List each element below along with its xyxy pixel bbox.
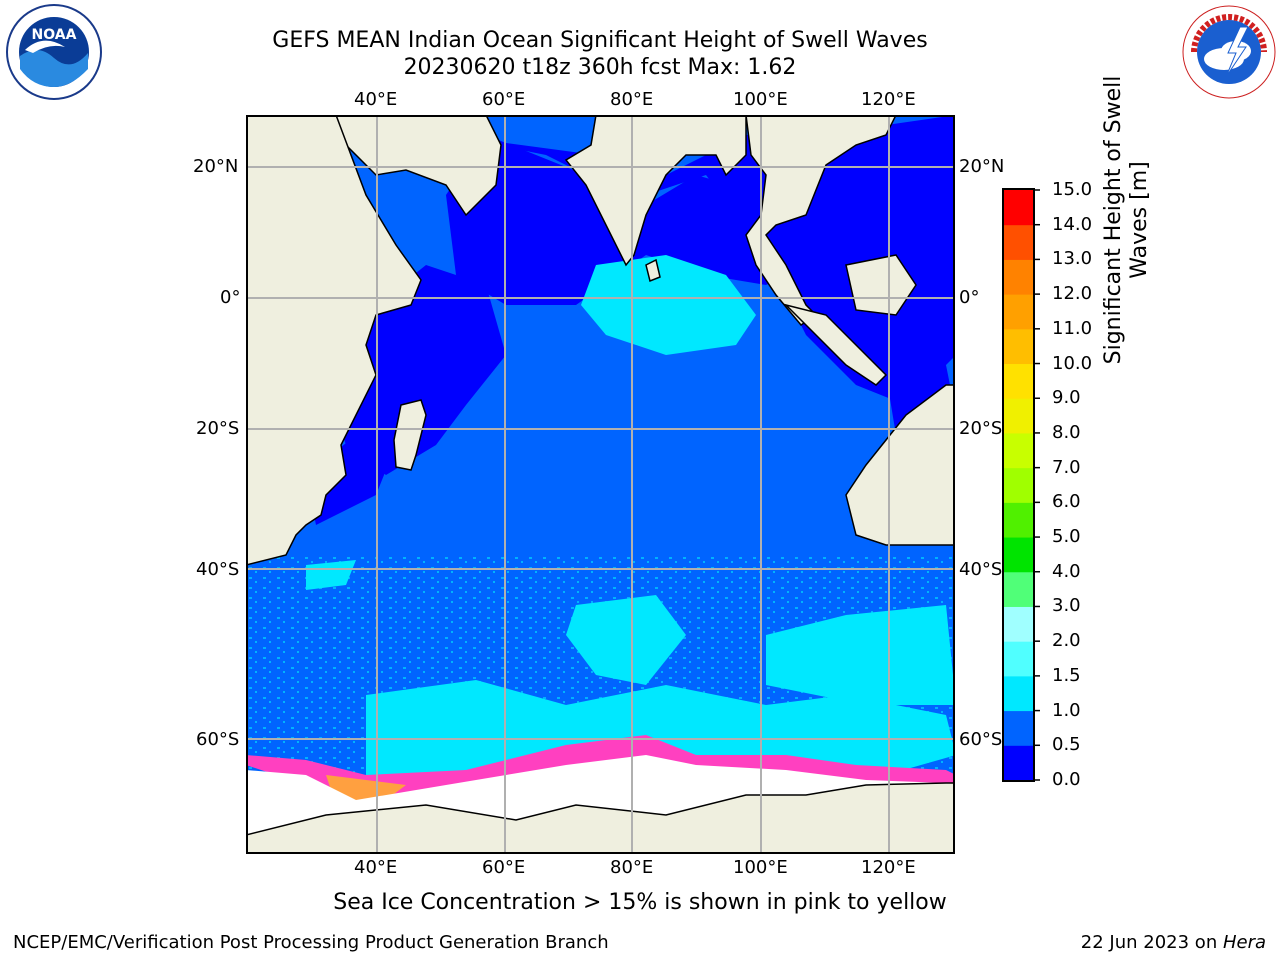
colorbar-tick-label: 4.0 <box>1052 560 1081 582</box>
colorbar-tick-label: 14.0 <box>1052 213 1093 235</box>
lon-label-top: 60°E <box>482 89 526 110</box>
lat-label-left: 60°S <box>196 729 240 750</box>
colorbar-swatch <box>1004 467 1033 503</box>
colorbar-swatch <box>1004 537 1033 573</box>
lat-label-right: 0° <box>959 287 980 308</box>
lat-label-left: 0° <box>220 287 241 308</box>
lon-label-bottom: 100°E <box>733 857 788 878</box>
colorbar-swatch <box>1004 710 1033 746</box>
colorbar-swatch <box>1004 224 1033 260</box>
lat-label-right: 40°S <box>959 559 1003 580</box>
colorbar-swatch <box>1004 745 1033 781</box>
footer-date: 22 Jun 2023 on Hera <box>1081 932 1266 953</box>
lon-label-bottom: 40°E <box>354 857 398 878</box>
land-australia <box>845 384 954 546</box>
lon-label-bottom: 120°E <box>861 857 916 878</box>
lon-label-bottom: 80°E <box>610 857 654 878</box>
colorbar-title-line1: Significant Height of Swell <box>1101 75 1126 365</box>
footer-date-text: 22 Jun 2023 on <box>1080 932 1223 953</box>
colorbar-tick-label: 15.0 <box>1052 179 1093 200</box>
land-madagascar <box>393 399 427 471</box>
colorbar-swatch <box>1004 294 1033 330</box>
land-antarctica <box>247 782 954 853</box>
colorbar <box>1002 188 1040 782</box>
colorbar-swatch <box>1004 432 1033 469</box>
colorbar-swatch <box>1004 571 1033 607</box>
sea-ice-note: Sea Ice Concentration > 15% is shown in … <box>333 890 947 915</box>
colorbar-swatch <box>1004 328 1033 365</box>
colorbar-tick-label: 8.0 <box>1052 421 1081 443</box>
lat-label-left: 20°N <box>193 156 239 177</box>
colorbar-tick-label: 0.0 <box>1052 769 1081 790</box>
colorbar-tick-label: 1.0 <box>1052 699 1081 721</box>
footer-host: Hera <box>1222 932 1266 953</box>
lon-label-top: 80°E <box>610 89 654 110</box>
lat-label-right: 60°S <box>959 729 1003 750</box>
noaa-logo-icon: NOAA <box>6 4 102 100</box>
colorbar-tick-label: 9.0 <box>1052 387 1081 409</box>
lat-label-right: 20°S <box>959 418 1003 439</box>
chart-title: GEFS MEAN Indian Ocean Significant Heigh… <box>272 28 928 53</box>
map-frame <box>246 115 955 854</box>
equatorial-swell-patch <box>581 255 756 355</box>
lon-label-top: 120°E <box>861 89 916 110</box>
colorbar-tick-label: 2.0 <box>1052 630 1081 652</box>
colorbar-swatch <box>1004 259 1033 295</box>
colorbar-title: Significant Height of Swell Waves [m] <box>1101 76 1280 422</box>
land-borneo <box>845 254 917 316</box>
land-india <box>564 116 747 267</box>
colorbar-tick-label: 1.5 <box>1052 664 1081 686</box>
chart-subtitle: 20230620 t18z 360h fcst Max: 1.62 <box>403 55 797 80</box>
lat-label-right: 20°N <box>959 156 1005 177</box>
colorbar-tick-label: 12.0 <box>1052 283 1093 305</box>
colorbar-tick-label: 6.0 <box>1052 491 1081 513</box>
lon-label-bottom: 60°E <box>482 857 526 878</box>
colorbar-swatch <box>1004 398 1033 434</box>
noaa-logo-text: NOAA <box>32 27 77 43</box>
colorbar-swatch <box>1004 606 1033 642</box>
land-sumatra <box>783 303 888 386</box>
national-weather-service-logo-icon <box>1182 5 1276 99</box>
ocean-map <box>246 115 955 854</box>
colorbar-title-line2: Waves [m] <box>1127 161 1152 279</box>
colorbar-swatch <box>1004 502 1033 538</box>
colorbar-swatch <box>1004 641 1033 677</box>
colorbar-tick-label: 13.0 <box>1052 248 1093 270</box>
footer-credit: NCEP/EMC/Verification Post Processing Pr… <box>13 932 609 953</box>
lon-label-top: 100°E <box>733 89 788 110</box>
colorbar-swatch <box>1004 363 1033 399</box>
lon-label-top: 40°E <box>354 89 398 110</box>
land-sri-lanka <box>645 258 661 283</box>
colorbar-tick-label: 10.0 <box>1052 352 1093 374</box>
colorbar-tick-label: 5.0 <box>1052 526 1081 548</box>
map-grid <box>247 116 954 853</box>
lat-label-left: 20°S <box>196 418 240 439</box>
colorbar-tick-label: 3.0 <box>1052 595 1081 617</box>
colorbar-swatch <box>1004 675 1033 712</box>
colorbar-tick-label: 0.5 <box>1052 734 1081 756</box>
colorbar-tick-label: 7.0 <box>1052 456 1081 478</box>
colorbar-tick-label: 11.0 <box>1052 317 1093 339</box>
lat-label-left: 40°S <box>196 559 240 580</box>
colorbar-swatch <box>1004 190 1033 226</box>
